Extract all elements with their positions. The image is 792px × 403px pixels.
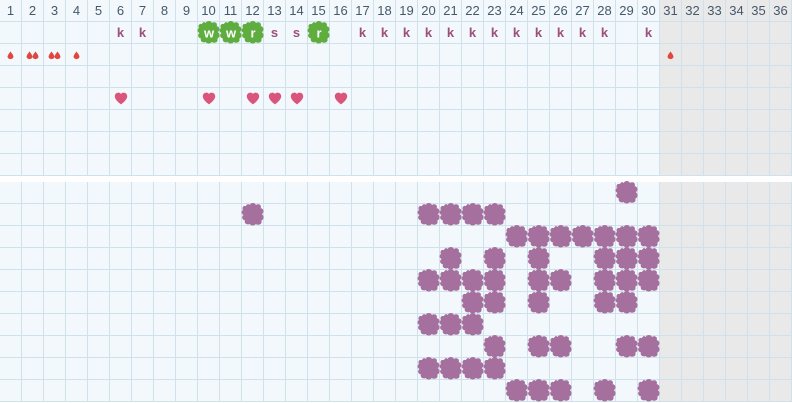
svg-text:r: r [316,25,321,40]
svg-text:w: w [202,25,214,40]
svg-text:r: r [250,25,255,40]
svg-text:w: w [224,25,236,40]
